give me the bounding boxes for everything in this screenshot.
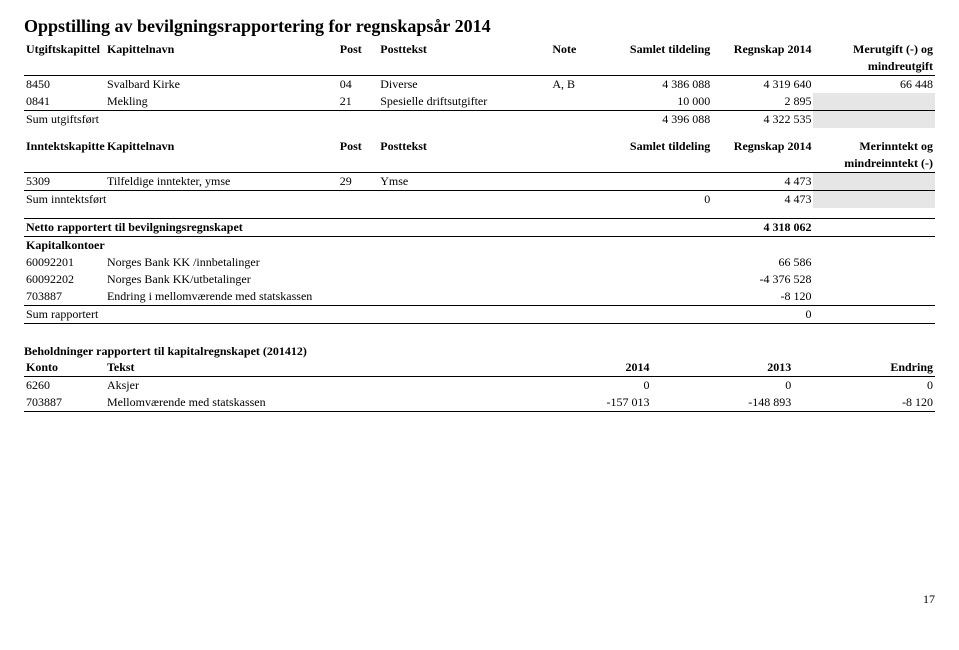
cell-kap: 5309 [24, 173, 105, 191]
hdr-2013: 2013 [652, 359, 794, 377]
sum-row: Sum rapportert 0 [24, 306, 935, 324]
cell-mer-shaded [813, 173, 935, 191]
cell-samlet [611, 173, 712, 191]
table-row: 60092202 Norges Bank KK/utbetalinger -4 … [24, 271, 935, 288]
hdr-samlet: Samlet tildeling [611, 138, 712, 155]
hdr-tekst: Tekst [105, 359, 530, 377]
netto-row: Netto rapportert til bevilgningsregnskap… [24, 219, 935, 237]
hdr-navn: Kapittelnavn [105, 138, 338, 155]
inntekt-table: Inntektskapittel Kapittelnavn Post Postt… [24, 138, 935, 208]
kapitalkontoer-row: Kapitalkontoer [24, 237, 935, 255]
cell-konto: 703887 [24, 394, 105, 412]
hdr-kapittel: Utgiftskapittel [24, 41, 105, 58]
table-row: 703887 Endring i mellomværende med stats… [24, 288, 935, 306]
behold-title: Beholdninger rapportert til kapitalregns… [24, 344, 935, 359]
hdr-mer-l1: Merutgift (-) og [813, 41, 935, 58]
page-title: Oppstilling av bevilgningsrapportering f… [24, 16, 935, 37]
netto-label: Netto rapportert til bevilgningsregnskap… [24, 219, 611, 237]
sum-regn: 4 322 535 [712, 111, 813, 129]
cell-note: A, B [550, 76, 611, 94]
cell-navn: Norges Bank KK/utbetalinger [105, 271, 611, 288]
hdr-mer-l1: Merinntekt og [813, 138, 935, 155]
cell-tekst: Mellomværende med statskassen [105, 394, 530, 412]
cell-regn: 4 473 [712, 173, 813, 191]
cell-ptxt: Spesielle driftsutgifter [378, 93, 550, 111]
hdr-konto: Konto [24, 359, 105, 377]
cell-val: -8 120 [712, 288, 813, 306]
cell-kap: 8450 [24, 76, 105, 94]
hdr-post: Post [338, 41, 378, 58]
sum-mer-shaded [813, 111, 935, 129]
cell-val: 66 586 [712, 254, 813, 271]
cell-post: 29 [338, 173, 378, 191]
behold-table: Konto Tekst 2014 2013 Endring 6260 Aksje… [24, 359, 935, 412]
sum-val: 0 [712, 306, 813, 324]
hdr-regnskap: Regnskap 2014 [712, 41, 813, 58]
hdr-2014: 2014 [530, 359, 651, 377]
cell-navn: Norges Bank KK /innbetalinger [105, 254, 611, 271]
table-row: 5309 Tilfeldige inntekter, ymse 29 Ymse … [24, 173, 935, 191]
hdr-kapittel: Inntektskapittel [24, 138, 105, 155]
sum-samlet: 0 [611, 191, 712, 209]
hdr-regnskap: Regnskap 2014 [712, 138, 813, 155]
hdr-posttekst: Posttekst [378, 138, 550, 155]
hdr-note: Note [550, 41, 611, 58]
cell-navn: Mekling [105, 93, 338, 111]
sum-mer-shaded [813, 191, 935, 209]
sum-row: Sum inntektsført 0 4 473 [24, 191, 935, 209]
sum-label: Sum utgiftsført [24, 111, 338, 129]
cell-2013: 0 [652, 377, 794, 395]
cell-regn: 2 895 [712, 93, 813, 111]
cell-2014: 0 [530, 377, 651, 395]
cell-kap: 60092201 [24, 254, 105, 271]
sum-label: Sum rapportert [24, 306, 611, 324]
sum-regn: 4 473 [712, 191, 813, 209]
kapitalkontoer-label: Kapitalkontoer [24, 237, 935, 255]
table-row: 60092201 Norges Bank KK /innbetalinger 6… [24, 254, 935, 271]
cell-2013: -148 893 [652, 394, 794, 412]
cell-post: 04 [338, 76, 378, 94]
netto-table: Netto rapportert til bevilgningsregnskap… [24, 218, 935, 324]
cell-kap: 60092202 [24, 271, 105, 288]
cell-samlet: 4 386 088 [611, 76, 712, 94]
cell-regn: 4 319 640 [712, 76, 813, 94]
hdr-mer-l2: mindreutgift [813, 58, 935, 76]
table-row: 8450 Svalbard Kirke 04 Diverse A, B 4 38… [24, 76, 935, 94]
table-row: 0841 Mekling 21 Spesielle driftsutgifter… [24, 93, 935, 111]
sum-samlet: 4 396 088 [611, 111, 712, 129]
cell-tekst: Aksjer [105, 377, 530, 395]
hdr-mer-l2: mindreinntekt (-) [813, 155, 935, 173]
cell-ptxt: Ymse [378, 173, 550, 191]
cell-note [550, 93, 611, 111]
cell-kap: 0841 [24, 93, 105, 111]
cell-navn: Tilfeldige inntekter, ymse [105, 173, 338, 191]
sum-label: Sum inntektsført [24, 191, 338, 209]
cell-endr: 0 [793, 377, 935, 395]
cell-navn: Endring i mellomværende med statskassen [105, 288, 611, 306]
cell-endr: -8 120 [793, 394, 935, 412]
cell-navn: Svalbard Kirke [105, 76, 338, 94]
netto-value: 4 318 062 [712, 219, 813, 237]
cell-2014: -157 013 [530, 394, 651, 412]
hdr-endring: Endring [793, 359, 935, 377]
cell-kap: 703887 [24, 288, 105, 306]
cell-mer-shaded [813, 93, 935, 111]
cell-konto: 6260 [24, 377, 105, 395]
utgift-table: Utgiftskapittel Kapittelnavn Post Postte… [24, 41, 935, 128]
cell-val: -4 376 528 [712, 271, 813, 288]
cell-mer: 66 448 [813, 76, 935, 94]
table-row: 703887 Mellomværende med statskassen -15… [24, 394, 935, 412]
hdr-navn: Kapittelnavn [105, 41, 338, 58]
hdr-post: Post [338, 138, 378, 155]
cell-samlet: 10 000 [611, 93, 712, 111]
cell-post: 21 [338, 93, 378, 111]
hdr-posttekst: Posttekst [378, 41, 550, 58]
hdr-samlet: Samlet tildeling [611, 41, 712, 58]
sum-row: Sum utgiftsført 4 396 088 4 322 535 [24, 111, 935, 129]
cell-ptxt: Diverse [378, 76, 550, 94]
table-row: 6260 Aksjer 0 0 0 [24, 377, 935, 395]
page-number: 17 [24, 592, 935, 607]
